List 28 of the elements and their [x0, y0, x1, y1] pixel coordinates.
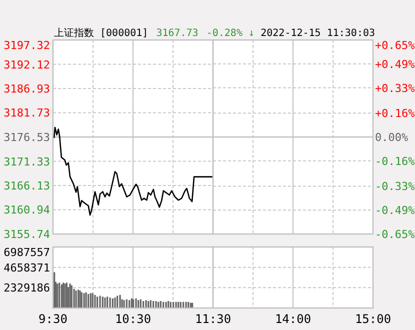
y-tick-label: 3166.13 [4, 180, 50, 193]
y-tick-label: 3186.93 [4, 82, 50, 96]
y-tick-label: 3197.32 [4, 39, 50, 52]
y-tick-label: 3171.33 [4, 155, 50, 168]
y-tick-label: 3155.74 [4, 228, 50, 241]
y-tick-label: 2329186 [4, 282, 50, 295]
x-tick-label: 14:00 [274, 312, 312, 326]
y-tick-label: 3160.94 [4, 204, 50, 217]
y2-tick-label: 0.00% [375, 131, 408, 144]
y-tick-label: 6987557 [4, 246, 50, 259]
heading: 上证指数 [000001] 3167.73 -0.28% ↓ [54, 28, 255, 39]
x-tick-label: 9:30 [38, 312, 68, 326]
x-tick-label: 15:00 [354, 312, 392, 326]
y2-tick-label: +0.65% [375, 39, 415, 52]
chart-subtitle: 2022-12-15 11:30:03 [260, 28, 375, 39]
x-tick-label: 10:30 [114, 312, 152, 326]
y2-tick-label: -0.65% [375, 228, 415, 241]
x-tick-label: 11:30 [194, 312, 232, 326]
y2-tick-label: +0.16% [375, 107, 415, 120]
y-tick-label: 3176.53 [4, 131, 50, 144]
y2-tick-label: -0.16% [375, 154, 415, 168]
y2-tick-label: -0.33% [375, 180, 415, 194]
y2-tick-label: +0.33% [375, 82, 415, 95]
y-tick-label: 3192.12 [4, 58, 50, 72]
y-tick-label: 4658371 [4, 261, 50, 274]
y2-tick-label: -0.49% [375, 204, 415, 218]
y-tick-label: 3181.73 [4, 106, 50, 120]
y2-tick-label: +0.49% [375, 58, 415, 71]
